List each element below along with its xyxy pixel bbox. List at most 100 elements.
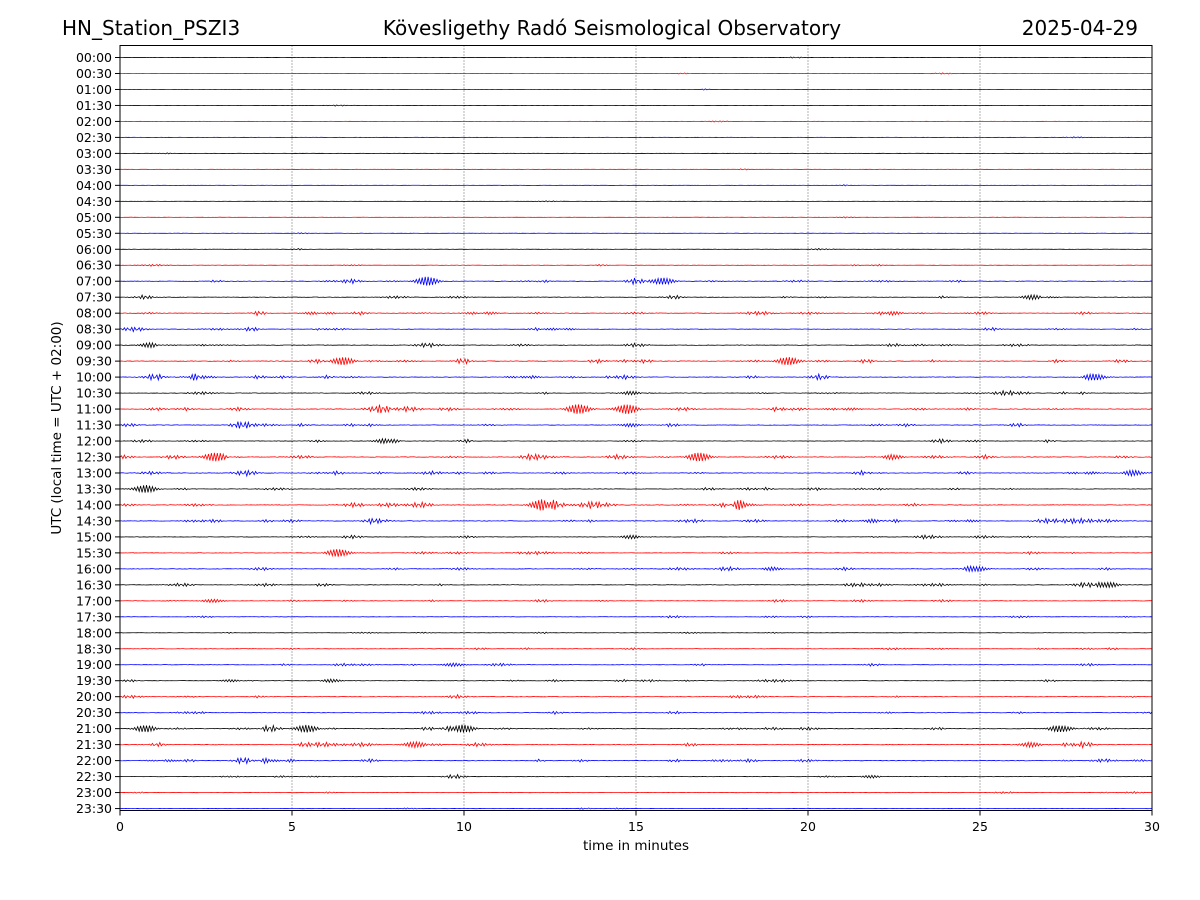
trace-0400: [119, 184, 1153, 187]
trace-0300: [120, 152, 1153, 155]
x-axis-ticks: 0 5 10 15 20 25 30: [116, 810, 1160, 834]
y-tick-label: 17:30: [76, 609, 112, 624]
trace-1100: [119, 404, 1153, 414]
trace-1530: [119, 549, 1153, 558]
y-tick-label: 18:30: [76, 641, 112, 656]
trace-2130: [119, 740, 1153, 750]
trace-0200: [119, 120, 1152, 123]
trace-1430: [119, 516, 1153, 526]
y-tick-label: 11:30: [76, 418, 112, 433]
x-tick-label: 15: [628, 819, 644, 834]
y-tick-label: 14:00: [76, 497, 112, 512]
y-tick-label: 02:00: [76, 114, 112, 129]
trace-0430: [119, 200, 1153, 203]
y-tick-label: 20:00: [76, 689, 112, 704]
y-tick-label: 10:00: [76, 370, 112, 385]
y-tick-label: 09:00: [76, 338, 112, 353]
trace-0500: [119, 216, 1153, 219]
y-tick-label: 13:00: [76, 465, 112, 480]
trace-1700: [119, 598, 1153, 604]
plot-frame: [119, 45, 1153, 811]
y-tick-label: 10:30: [76, 386, 112, 401]
trace-0100: [119, 88, 1153, 91]
y-tick-label: 21:00: [76, 721, 112, 736]
trace-0830: [119, 326, 1153, 333]
y-axis-ticks: 00:0000:3001:0001:3002:0002:3003:0003:30…: [76, 50, 120, 816]
x-tick-label: 25: [972, 819, 988, 834]
trace-0330: [119, 168, 1153, 171]
y-tick-label: 06:30: [76, 258, 112, 273]
trace-1800: [119, 631, 1153, 635]
vertical-gridlines: [291, 45, 981, 811]
y-tick-label: 11:00: [76, 402, 112, 417]
y-tick-label: 07:30: [76, 290, 112, 305]
trace-1000: [119, 372, 1153, 382]
y-axis-label: UTC (local time = UTC + 02:00): [49, 321, 65, 534]
trace-1830: [119, 647, 1153, 651]
x-tick-label: 10: [456, 819, 472, 834]
y-tick-label: 00:30: [76, 66, 112, 81]
y-tick-label: 23:00: [76, 785, 112, 800]
y-tick-label: 07:00: [76, 274, 112, 289]
chart-date: 2025-04-29: [1022, 16, 1138, 40]
trace-1300: [119, 468, 1153, 478]
y-tick-label: 12:00: [76, 434, 112, 449]
y-tick-label: 04:30: [76, 194, 112, 209]
y-tick-label: 13:30: [76, 481, 112, 496]
trace-1900: [119, 662, 1153, 668]
trace-2000: [119, 693, 1153, 700]
station-name: HN_Station_PSZI3: [62, 16, 240, 40]
trace-2330: [119, 807, 1153, 810]
y-tick-label: 18:00: [76, 625, 112, 640]
trace-2200: [119, 756, 1153, 765]
y-tick-label: 12:30: [76, 450, 112, 465]
y-tick-label: 19:30: [76, 673, 112, 688]
trace-0900: [119, 341, 1153, 349]
trace-1230: [119, 452, 1153, 462]
trace-0800: [119, 310, 1153, 317]
chart-title: Kövesligethy Radó Seismological Observat…: [383, 16, 841, 40]
trace-0230: [119, 136, 1153, 139]
y-tick-label: 23:30: [76, 801, 112, 816]
y-tick-label: 03:00: [76, 146, 112, 161]
trace-1200: [119, 437, 1153, 445]
y-tick-label: 14:30: [76, 513, 112, 528]
y-tick-label: 04:00: [76, 178, 112, 193]
trace-1730: [119, 614, 1153, 619]
y-tick-label: 05:00: [76, 210, 112, 225]
trace-2300: [119, 790, 1153, 795]
y-tick-label: 16:00: [76, 561, 112, 576]
trace-2230: [119, 773, 1153, 780]
trace-1630: [119, 580, 1153, 589]
trace-0530: [119, 232, 1153, 235]
x-tick-label: 0: [116, 819, 124, 834]
trace-0630: [119, 263, 1153, 267]
y-tick-label: 08:00: [76, 306, 112, 321]
y-tick-label: 01:00: [76, 82, 112, 97]
y-tick-label: 21:30: [76, 737, 112, 752]
trace-1500: [119, 534, 1153, 540]
trace-0000: [119, 56, 1153, 59]
trace-2030: [119, 710, 1153, 716]
trace-2100: [119, 723, 1153, 734]
trace-1330: [119, 484, 1153, 494]
trace-1130: [119, 420, 1153, 429]
y-tick-label: 02:30: [76, 130, 112, 145]
y-tick-label: 00:00: [76, 50, 112, 65]
trace-0930: [119, 356, 1153, 366]
y-tick-label: 08:30: [76, 322, 112, 337]
y-tick-label: 03:30: [76, 162, 112, 177]
trace-0700: [119, 276, 1153, 286]
trace-0730: [119, 293, 1153, 301]
y-tick-label: 09:30: [76, 354, 112, 369]
y-tick-label: 06:00: [76, 242, 112, 257]
y-tick-label: 16:30: [76, 577, 112, 592]
y-tick-label: 19:00: [76, 657, 112, 672]
x-tick-label: 20: [800, 819, 816, 834]
trace-1930: [119, 678, 1153, 684]
trace-0030: [119, 72, 1153, 75]
trace-0600: [119, 247, 1153, 251]
y-tick-label: 01:30: [76, 98, 112, 113]
trace-1400: [119, 499, 1153, 511]
